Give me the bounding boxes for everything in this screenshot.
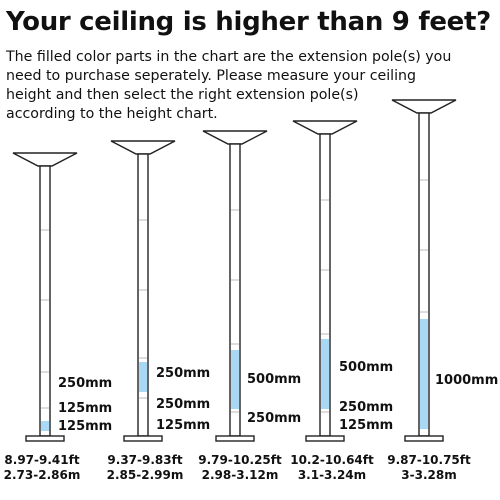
pole-4-label-bottom: 125mm — [339, 418, 394, 433]
pole-2-base-plate — [123, 435, 163, 442]
pole-1-range-m: 2.73-2.86m — [3, 468, 81, 482]
pole-5-range-m: 3-3.28m — [401, 468, 457, 482]
pole-1-range: 8.97-9.41ft 2.73-2.86m — [2, 453, 82, 483]
page-title: Your ceiling is higher than 9 feet? — [6, 7, 491, 37]
pole-2-label-top: 250mm — [156, 366, 211, 381]
pole-4-label-top: 500mm — [339, 360, 394, 375]
intro-line: need to purchase seperately. Please meas… — [6, 68, 417, 84]
pole-5-base-plate — [404, 435, 444, 442]
pole-5-label: 1000mm — [435, 373, 499, 388]
pole-3-ceiling-cap — [202, 130, 268, 145]
pole-2-tube — [137, 153, 149, 437]
pole-4-range-m: 3.1-3.24m — [297, 468, 367, 482]
pole-2-extension-fill — [139, 362, 147, 392]
intro-line: The filled color parts in the chart are … — [6, 49, 452, 65]
pole-3-range-m: 2.98-3.12m — [201, 468, 279, 482]
pole-1-label-bottom: 125mm — [58, 419, 113, 434]
pole-3-extension-fill — [231, 350, 239, 409]
pole-2-range-m: 2.85-2.99m — [106, 468, 184, 482]
pole-1-label-top: 250mm — [58, 376, 113, 391]
pole-5-range: 9.87-10.75ft 3-3.28m — [381, 453, 477, 483]
pole-2-label-mid: 250mm — [156, 397, 211, 412]
pole-5-extension-fill — [420, 319, 428, 429]
pole-3-range: 9.79-10.25ft 2.98-3.12m — [192, 453, 288, 483]
pole-2-ceiling-cap — [110, 140, 176, 155]
pole-1-tube — [39, 165, 51, 437]
intro-line: height and then select the right extensi… — [6, 87, 359, 103]
pole-1-extension-fill — [41, 421, 49, 431]
pole-4-extension-fill — [321, 339, 329, 409]
pole-2-label-bottom: 125mm — [156, 418, 211, 433]
pole-4-range-ft: 10.2-10.64ft — [290, 453, 374, 467]
pole-3-range-ft: 9.79-10.25ft — [198, 453, 282, 467]
pole-4-label-mid: 250mm — [339, 400, 394, 415]
pole-5-ceiling-cap — [391, 99, 457, 114]
pole-2-range-ft: 9.37-9.83ft — [107, 453, 183, 467]
pole-2-range: 9.37-9.83ft 2.85-2.99m — [99, 453, 191, 483]
pole-4-base-plate — [305, 435, 345, 442]
pole-3-label-bottom: 250mm — [247, 411, 302, 426]
pole-1-base-plate — [25, 435, 65, 442]
pole-4-ceiling-cap — [292, 120, 358, 135]
pole-5-range-ft: 9.87-10.75ft — [387, 453, 471, 467]
pole-3-base-plate — [215, 435, 255, 442]
intro-line: according to the height chart. — [6, 106, 218, 122]
pole-4-range: 10.2-10.64ft 3.1-3.24m — [284, 453, 380, 483]
pole-3-label-top: 500mm — [247, 372, 302, 387]
pole-1-label-mid: 125mm — [58, 401, 113, 416]
intro-text: The filled color parts in the chart are … — [6, 48, 494, 124]
pole-1-ceiling-cap — [12, 152, 78, 167]
pole-1-range-ft: 8.97-9.41ft — [4, 453, 80, 467]
